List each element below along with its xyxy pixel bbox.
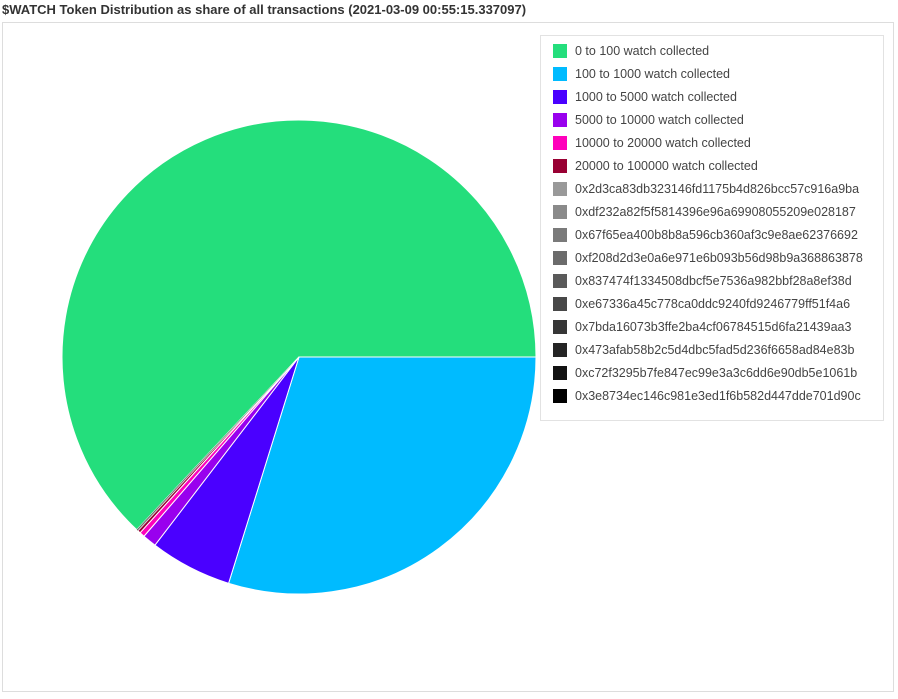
- chart-legend: 0 to 100 watch collected 100 to 1000 watc…: [540, 35, 884, 421]
- legend-swatch: [553, 158, 567, 173]
- legend-label: 5000 to 10000 watch collected: [575, 112, 744, 127]
- legend-swatch: [553, 227, 567, 242]
- legend-item[interactable]: 10000 to 20000 watch collected: [553, 131, 751, 154]
- legend-swatch: [553, 135, 567, 150]
- legend-item[interactable]: 1000 to 5000 watch collected: [553, 85, 737, 108]
- pie-slice-14[interactable]: [136, 357, 299, 530]
- legend-label: 100 to 1000 watch collected: [575, 66, 730, 81]
- legend-item[interactable]: 0x7bda16073b3ffe2ba4cf06784515d6fa21439a…: [553, 315, 851, 338]
- legend-label: 0xdf232a82f5f5814396e96a69908055209e0281…: [575, 204, 856, 219]
- legend-item[interactable]: 5000 to 10000 watch collected: [553, 108, 744, 131]
- legend-label: 0x473afab58b2c5d4dbc5fad5d236f6658ad84e8…: [575, 342, 855, 357]
- legend-item[interactable]: 0xc72f3295b7fe847ec99e3a3c6dd6e90db5e106…: [553, 361, 857, 384]
- pie-slice-7[interactable]: [137, 357, 299, 531]
- legend-item[interactable]: 0x473afab58b2c5d4dbc5fad5d236f6658ad84e8…: [553, 338, 854, 361]
- chart-panel: 0 to 100 watch collected 100 to 1000 watc…: [2, 22, 894, 692]
- legend-swatch: [553, 273, 567, 288]
- pie-slice-11[interactable]: [137, 357, 299, 531]
- legend-swatch: [553, 319, 567, 334]
- legend-swatch: [553, 296, 567, 311]
- legend-label: 0x67f65ea400b8b8a596cb360af3c9e8ae623766…: [575, 227, 858, 242]
- legend-item[interactable]: 0x837474f1334508dbcf5e7536a982bbf28a8ef3…: [553, 269, 852, 292]
- legend-item[interactable]: 0x2d3ca83db323146fd1175b4d826bcc57c916a9…: [553, 177, 859, 200]
- legend-swatch: [553, 66, 567, 81]
- legend-label: 0x7bda16073b3ffe2ba4cf06784515d6fa21439a…: [575, 319, 852, 334]
- legend-item[interactable]: 0 to 100 watch collected: [553, 39, 709, 62]
- pie-slice-5[interactable]: [137, 356, 300, 534]
- legend-label: 0xf208d2d3e0a6e971e6b093b56d98b9a3688638…: [575, 250, 863, 265]
- legend-label: 0xe67336a45c778ca0ddc9240fd9246779ff51f4…: [575, 296, 851, 311]
- pie-slice-15[interactable]: [136, 357, 299, 530]
- legend-swatch: [553, 112, 567, 127]
- legend-swatch: [553, 89, 567, 104]
- legend-item[interactable]: 20000 to 100000 watch collected: [553, 154, 758, 177]
- legend-swatch: [553, 250, 567, 265]
- legend-swatch: [553, 365, 567, 380]
- chart-title: $WATCH Token Distribution as share of al…: [2, 2, 527, 17]
- legend-label: 0x3e8734ec146c981e3ed1f6b582d447dde701d9…: [575, 388, 861, 403]
- legend-item[interactable]: 0xdf232a82f5f5814396e96a69908055209e0281…: [553, 200, 856, 223]
- pie-slice-13[interactable]: [136, 357, 299, 531]
- pie-slice-10[interactable]: [137, 357, 299, 531]
- pie-slice-8[interactable]: [137, 357, 299, 531]
- legend-swatch: [553, 204, 567, 219]
- legend-label: 0x2d3ca83db323146fd1175b4d826bcc57c916a9…: [575, 181, 860, 196]
- legend-swatch: [553, 181, 567, 196]
- legend-label: 0x837474f1334508dbcf5e7536a982bbf28a8ef3…: [575, 273, 852, 288]
- pie-slice-0[interactable]: [61, 119, 537, 531]
- pie-chart: [61, 119, 537, 595]
- legend-item[interactable]: 100 to 1000 watch collected: [553, 62, 730, 85]
- legend-item[interactable]: 0xf208d2d3e0a6e971e6b093b56d98b9a3688638…: [553, 246, 863, 269]
- pie-slice-6[interactable]: [137, 357, 299, 531]
- legend-swatch: [553, 388, 567, 403]
- legend-swatch: [553, 342, 567, 357]
- pie-slice-1[interactable]: [227, 356, 537, 595]
- legend-label: 20000 to 100000 watch collected: [575, 158, 758, 173]
- pie-slice-12[interactable]: [137, 357, 299, 531]
- legend-item[interactable]: 0xe67336a45c778ca0ddc9240fd9246779ff51f4…: [553, 292, 850, 315]
- legend-item[interactable]: 0x3e8734ec146c981e3ed1f6b582d447dde701d9…: [553, 384, 861, 407]
- legend-label: 10000 to 20000 watch collected: [575, 135, 751, 150]
- legend-swatch: [553, 43, 567, 58]
- pie-slice-9[interactable]: [137, 357, 299, 531]
- legend-item[interactable]: 0x67f65ea400b8b8a596cb360af3c9e8ae623766…: [553, 223, 858, 246]
- legend-label: 1000 to 5000 watch collected: [575, 89, 737, 104]
- legend-label: 0 to 100 watch collected: [575, 43, 710, 58]
- legend-label: 0xc72f3295b7fe847ec99e3a3c6dd6e90db5e106…: [575, 365, 858, 380]
